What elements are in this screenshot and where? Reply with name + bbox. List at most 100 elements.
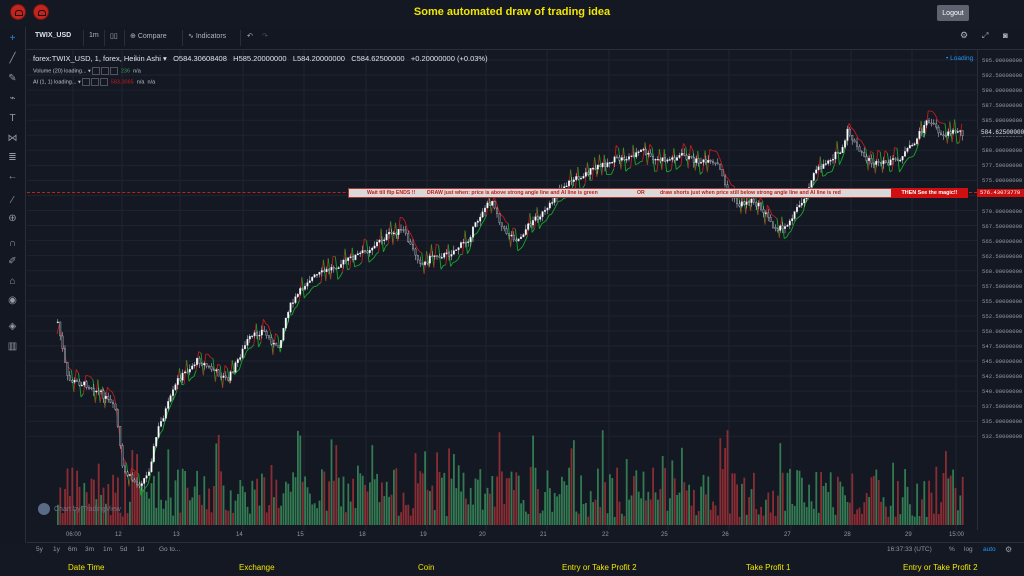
ai-label[interactable]: AI (1, 1) loading... bbox=[33, 79, 77, 86]
volume-bar bbox=[145, 491, 148, 525]
volume-bar bbox=[469, 487, 472, 525]
undo-icon[interactable]: ↶ bbox=[247, 33, 253, 40]
layers-icon[interactable]: ◈ bbox=[8, 321, 17, 332]
candle-body bbox=[654, 159, 657, 161]
volume-bar bbox=[275, 479, 278, 525]
candle-body bbox=[642, 149, 645, 151]
volume-bar bbox=[196, 470, 198, 525]
auto-toggle[interactable]: auto bbox=[983, 546, 996, 553]
eye-toggle-icon[interactable] bbox=[82, 78, 91, 86]
candle-body bbox=[263, 329, 266, 332]
volume-bar bbox=[421, 473, 424, 525]
range-1m[interactable]: 1m bbox=[103, 546, 113, 553]
eye-toggle-icon[interactable] bbox=[92, 67, 101, 75]
fork-icon[interactable]: ⋈ bbox=[7, 133, 18, 144]
candle-body bbox=[522, 234, 525, 238]
range-5y[interactable]: 5y bbox=[36, 546, 43, 553]
candle-body bbox=[520, 236, 522, 239]
settings-icon[interactable] bbox=[101, 67, 110, 75]
volume-bar bbox=[841, 486, 844, 525]
candle-body bbox=[397, 228, 400, 235]
fib-icon[interactable]: ≣ bbox=[8, 152, 17, 163]
candle-body bbox=[448, 252, 450, 257]
indicators-button[interactable]: ∿ Indicators bbox=[188, 33, 227, 40]
camera-icon[interactable]: ◙ bbox=[1003, 31, 1008, 40]
volume-bar bbox=[83, 482, 86, 525]
legend-main[interactable]: forex:TWIX_USD, 1, forex, Heikin Ashi bbox=[33, 54, 161, 63]
legend-open: O584.30608408 bbox=[173, 54, 227, 63]
candle-body bbox=[140, 483, 143, 486]
volume-bar bbox=[467, 504, 470, 525]
candle-body bbox=[198, 358, 201, 364]
settings-gear-icon[interactable]: ⚙ bbox=[960, 30, 969, 40]
candle-body bbox=[78, 381, 81, 386]
pencil-lock-icon[interactable]: ✐ bbox=[8, 256, 17, 267]
symbol-search[interactable]: TWIX_USD bbox=[35, 32, 72, 39]
volume-bar bbox=[834, 514, 837, 525]
percent-toggle[interactable]: % bbox=[949, 546, 955, 553]
text-tool-icon[interactable]: T bbox=[9, 113, 16, 124]
ai-line-segment bbox=[469, 238, 473, 250]
compare-label: Compare bbox=[137, 33, 167, 40]
ai-line-segment bbox=[838, 159, 843, 165]
range-6m[interactable]: 6m bbox=[68, 546, 78, 553]
volume-bar bbox=[573, 440, 575, 525]
compare-button[interactable]: ⊕ Compare bbox=[130, 33, 167, 40]
arrow-back-icon[interactable]: ← bbox=[7, 171, 18, 182]
magnet-icon[interactable]: ∩ bbox=[8, 238, 17, 249]
volume-bars bbox=[57, 430, 964, 525]
range-5d[interactable]: 5d bbox=[120, 546, 128, 553]
lock-icon[interactable]: ⌂ bbox=[9, 276, 16, 287]
trendline-icon[interactable]: ╱ bbox=[9, 53, 16, 64]
candle-body bbox=[539, 216, 542, 220]
volume-bar bbox=[431, 485, 434, 525]
volume-bar bbox=[498, 432, 501, 525]
candle-body bbox=[409, 241, 412, 245]
goto-button[interactable]: Go to... bbox=[159, 546, 181, 553]
pattern-icon[interactable]: ⌁ bbox=[9, 93, 16, 104]
time-tick: 13 bbox=[173, 532, 180, 538]
ai-line-segment bbox=[716, 151, 720, 158]
ai-line-segment bbox=[483, 214, 488, 221]
volume-bar bbox=[640, 498, 642, 525]
volume-bar bbox=[652, 467, 654, 525]
eye-icon[interactable]: ◉ bbox=[8, 295, 17, 306]
volume-bar bbox=[515, 472, 518, 525]
log-toggle[interactable]: log bbox=[964, 546, 973, 553]
volume-label[interactable]: Volume (20) loading... bbox=[33, 68, 87, 75]
price-chart[interactable] bbox=[27, 50, 977, 530]
brush-icon[interactable]: ✎ bbox=[8, 73, 17, 84]
range-3m[interactable]: 3m bbox=[85, 546, 95, 553]
time-axis[interactable]: 06:00 12 13 14 15 18 19 20 21 22 25 26 27 28 29 15:00 bbox=[27, 530, 977, 542]
ai-line-segment bbox=[721, 163, 725, 173]
ai-line-segment bbox=[327, 258, 332, 280]
axis-settings-icon[interactable]: ⚙ bbox=[1005, 545, 1013, 554]
close-icon[interactable] bbox=[100, 78, 109, 86]
volume-bar bbox=[767, 492, 770, 525]
candle-body bbox=[688, 156, 690, 160]
redo-icon[interactable]: ↷ bbox=[262, 33, 268, 40]
candle-body bbox=[815, 169, 818, 174]
fullscreen-icon[interactable]: ⤢ bbox=[982, 31, 989, 40]
candle-body bbox=[107, 396, 110, 400]
trash-icon[interactable]: ▥ bbox=[7, 341, 18, 352]
ai-line-segment bbox=[920, 120, 924, 138]
ai-line-segment bbox=[243, 350, 248, 358]
legend-high: H585.20000000 bbox=[233, 54, 287, 63]
volume-bar bbox=[741, 483, 743, 525]
candle-body bbox=[832, 158, 834, 161]
ruler-icon[interactable]: ⁄ bbox=[11, 195, 14, 206]
chart-style-icon[interactable]: ▯▯ bbox=[110, 33, 118, 40]
close-icon[interactable] bbox=[110, 67, 119, 75]
tradingview-watermark[interactable]: Chart by TradingView bbox=[38, 503, 121, 515]
price-axis[interactable]: 595.00000000 592.50000000 590.00000000 587.… bbox=[977, 50, 1024, 530]
volume-bar bbox=[933, 513, 935, 525]
ai-line-segment bbox=[368, 259, 372, 263]
logout-button[interactable]: Logout bbox=[937, 5, 969, 21]
settings-icon[interactable] bbox=[91, 78, 100, 86]
interval-select[interactable]: 1m bbox=[89, 32, 99, 39]
range-1y[interactable]: 1y bbox=[53, 546, 60, 553]
crosshair-icon[interactable]: + bbox=[9, 33, 16, 44]
zoom-icon[interactable]: ⊕ bbox=[8, 213, 17, 224]
range-1d[interactable]: 1d bbox=[137, 546, 145, 553]
